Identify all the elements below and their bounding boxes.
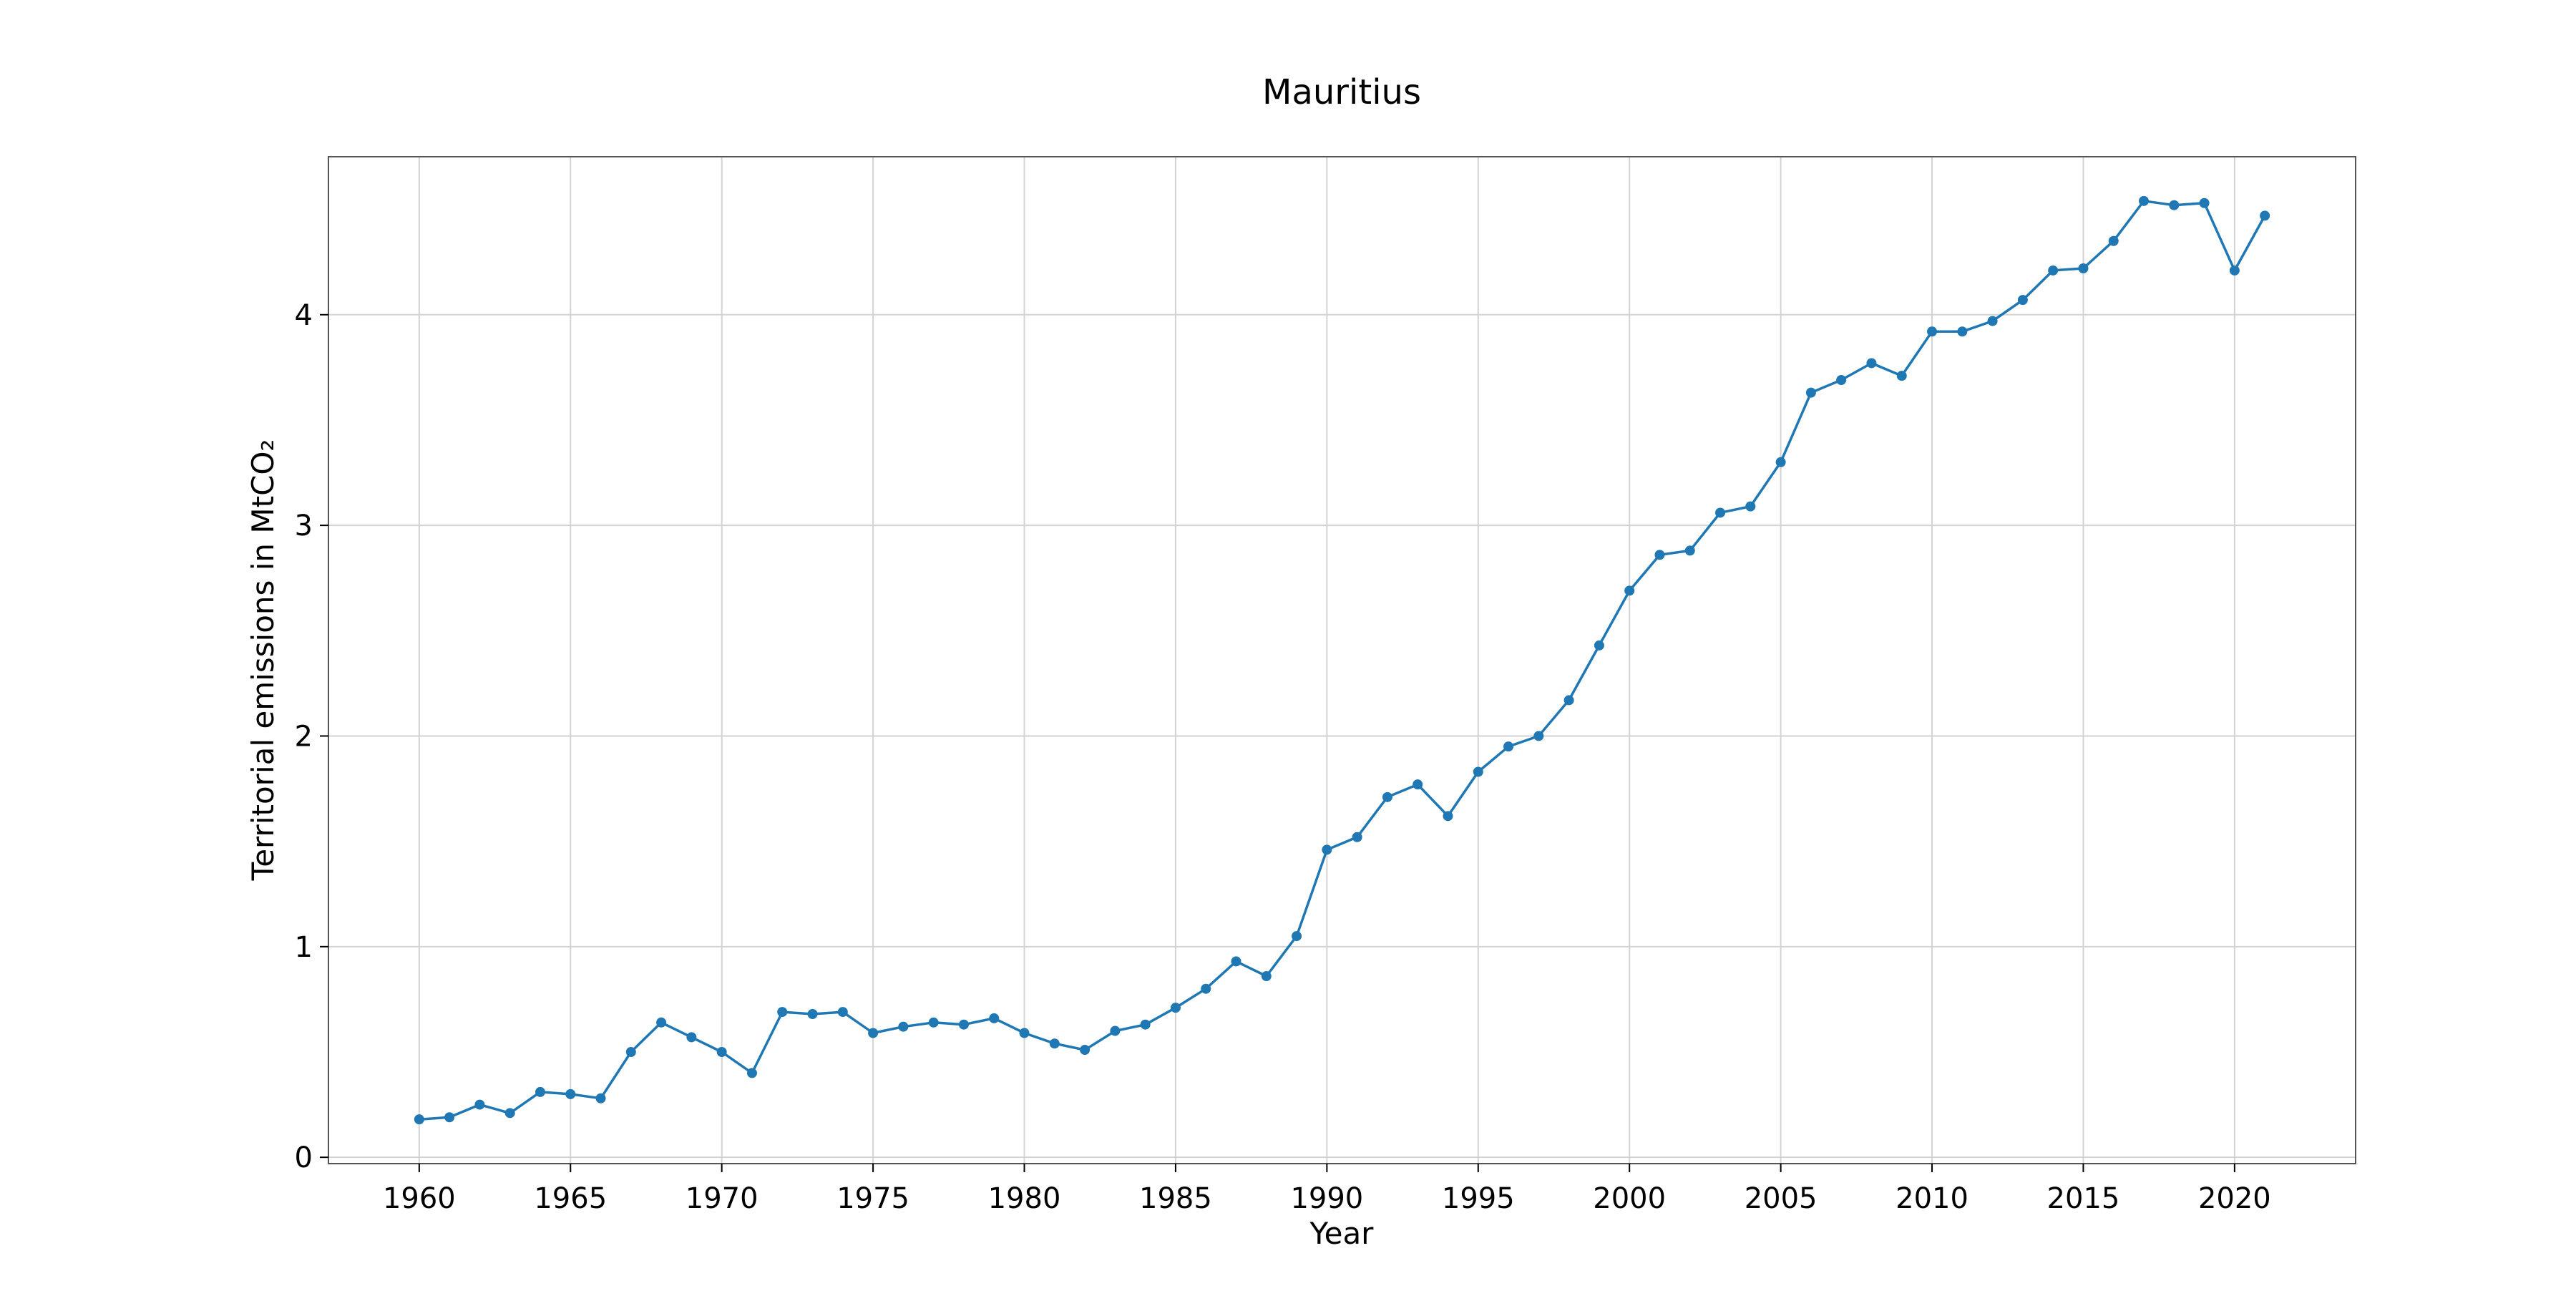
data-point bbox=[837, 1007, 848, 1018]
data-point bbox=[716, 1046, 727, 1057]
data-point bbox=[686, 1032, 697, 1043]
data-point bbox=[1836, 375, 1847, 386]
data-point bbox=[807, 1009, 818, 1020]
data-point bbox=[1049, 1038, 1060, 1049]
data-point bbox=[2139, 195, 2150, 206]
y-tick-label: 2 bbox=[295, 720, 313, 753]
data-point bbox=[1503, 741, 1514, 752]
axis-ticks: 1960 1965 1970 1975 1980 1985 1990 1995 2000 2005… bbox=[295, 299, 2271, 1215]
data-point bbox=[928, 1017, 939, 1028]
data-point bbox=[656, 1017, 667, 1028]
x-tick-label: 1960 bbox=[383, 1182, 456, 1215]
data-point bbox=[595, 1093, 606, 1104]
x-axis-label: Year bbox=[1309, 1216, 1375, 1251]
data-point bbox=[746, 1068, 757, 1078]
data-point bbox=[1322, 844, 1332, 855]
y-tick-label: 3 bbox=[295, 510, 313, 542]
data-point bbox=[1775, 457, 1786, 467]
data-point bbox=[1715, 507, 1726, 518]
data-point bbox=[868, 1028, 879, 1038]
data-point bbox=[1927, 326, 1938, 337]
grid bbox=[328, 157, 2356, 1164]
x-tick-label: 1965 bbox=[534, 1182, 607, 1215]
data-point bbox=[1594, 640, 1604, 651]
data-point bbox=[2260, 210, 2270, 221]
x-tick-label: 1970 bbox=[686, 1182, 758, 1215]
data-point bbox=[565, 1088, 576, 1099]
data-point bbox=[1292, 931, 1302, 942]
data-point bbox=[2169, 200, 2180, 210]
data-point bbox=[1231, 956, 1241, 967]
data-point bbox=[1533, 731, 1544, 741]
data-point bbox=[2048, 265, 2059, 276]
data-point bbox=[898, 1021, 909, 1032]
data-point bbox=[989, 1013, 1000, 1023]
chart-title: Mauritius bbox=[1262, 72, 1421, 112]
x-tick-label: 1975 bbox=[836, 1182, 909, 1215]
series-layer bbox=[414, 195, 2270, 1125]
data-point bbox=[1473, 766, 1483, 777]
data-point bbox=[777, 1007, 788, 1018]
x-tick-label: 2020 bbox=[2198, 1182, 2271, 1215]
data-point bbox=[1019, 1028, 1030, 1038]
data-point bbox=[1413, 779, 1423, 790]
series-line bbox=[419, 200, 2266, 1121]
data-point bbox=[1382, 791, 1392, 802]
data-point bbox=[1896, 371, 1907, 381]
plot-frame bbox=[328, 156, 2356, 1164]
y-tick-label: 0 bbox=[295, 1141, 313, 1174]
data-point bbox=[1352, 832, 1362, 842]
data-point bbox=[1866, 358, 1877, 369]
y-axis-label: Territorial emissions in MtCO₂ bbox=[245, 439, 280, 882]
data-point bbox=[1201, 983, 1211, 994]
data-point bbox=[1563, 695, 1574, 706]
data-point bbox=[958, 1019, 969, 1030]
x-tick-label: 1990 bbox=[1290, 1182, 1363, 1215]
data-point bbox=[1170, 1003, 1181, 1013]
x-tick-label: 2010 bbox=[1896, 1182, 1968, 1215]
y-tick-label: 4 bbox=[295, 299, 313, 332]
data-point bbox=[1684, 545, 1695, 556]
data-point bbox=[1624, 585, 1635, 596]
data-point bbox=[474, 1099, 485, 1110]
data-point bbox=[1140, 1019, 1151, 1030]
data-point bbox=[1957, 326, 1968, 337]
data-point bbox=[1261, 971, 1272, 982]
x-tick-label: 1985 bbox=[1139, 1182, 1212, 1215]
data-point bbox=[2199, 198, 2210, 208]
data-point bbox=[2229, 265, 2240, 276]
data-point bbox=[1654, 550, 1665, 560]
x-tick-label: 1980 bbox=[988, 1182, 1061, 1215]
data-point bbox=[535, 1086, 545, 1097]
x-tick-label: 2005 bbox=[1745, 1182, 1818, 1215]
data-point bbox=[2108, 235, 2119, 246]
data-point bbox=[1110, 1026, 1121, 1036]
data-point bbox=[1443, 811, 1453, 822]
data-point bbox=[625, 1046, 636, 1057]
data-point bbox=[1080, 1045, 1091, 1056]
y-tick-label: 1 bbox=[295, 931, 313, 964]
data-point bbox=[444, 1112, 455, 1123]
x-tick-label: 1995 bbox=[1442, 1182, 1515, 1215]
data-point bbox=[1987, 316, 1998, 326]
data-point bbox=[504, 1108, 515, 1119]
data-point bbox=[2017, 295, 2028, 306]
data-point bbox=[1805, 387, 1816, 398]
data-point bbox=[2078, 263, 2089, 274]
data-point bbox=[1745, 501, 1756, 512]
x-tick-label: 2015 bbox=[2047, 1182, 2120, 1215]
data-point bbox=[414, 1114, 424, 1125]
x-tick-label: 2000 bbox=[1593, 1182, 1666, 1215]
